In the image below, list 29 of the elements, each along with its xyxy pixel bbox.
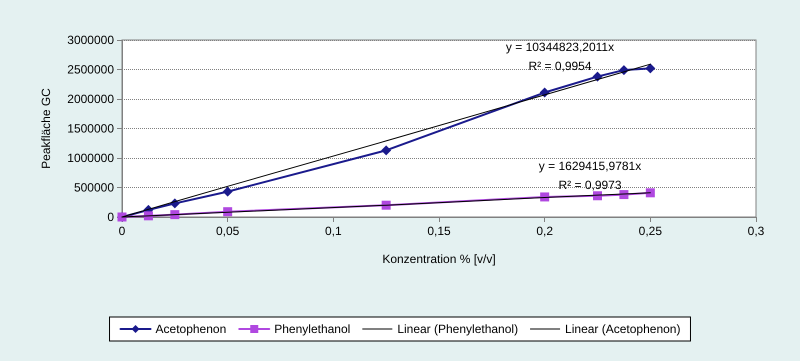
y-axis-title: Peakfläche GC [39, 88, 53, 169]
y-tick-label: 2500000 [67, 62, 114, 76]
annotation: y = 1629415,9781x [538, 159, 642, 173]
y-tick-label: 2000000 [67, 92, 114, 106]
annotation: R² = 0,9954 [528, 59, 592, 73]
y-tick-label: 1000000 [67, 151, 114, 165]
x-tick-label: 0,3 [748, 224, 765, 238]
annotation: y = 10344823,2011x [506, 40, 614, 54]
point [645, 63, 656, 74]
x-tick-label: 0,1 [324, 224, 342, 238]
point [222, 186, 233, 197]
x-tick-label: 0,15 [427, 224, 451, 238]
point [592, 72, 602, 82]
x-tick-label: 0,05 [216, 224, 240, 238]
x-tick-label: 0,2 [536, 224, 554, 238]
y-tick-label: 500000 [74, 180, 114, 194]
point [646, 188, 655, 198]
legend-label: Acetophenon [156, 322, 226, 336]
y-tick-label: 3000000 [67, 33, 114, 47]
y-tick-label: 1500000 [67, 122, 114, 136]
y-tick-label: 0 [107, 210, 114, 224]
annotation: R² = 0,9973 [558, 178, 622, 192]
x-tick-label: 0,25 [638, 224, 662, 238]
x-axis-title: Konzentration % [v/v] [382, 252, 496, 266]
x-tick-label: 0 [118, 224, 126, 238]
legend-label: Linear (Acetophenon) [565, 322, 680, 336]
legend-label: Phenylethanol [274, 322, 350, 336]
point [381, 145, 392, 156]
legend-label: Linear (Phenylethanol) [397, 322, 518, 336]
